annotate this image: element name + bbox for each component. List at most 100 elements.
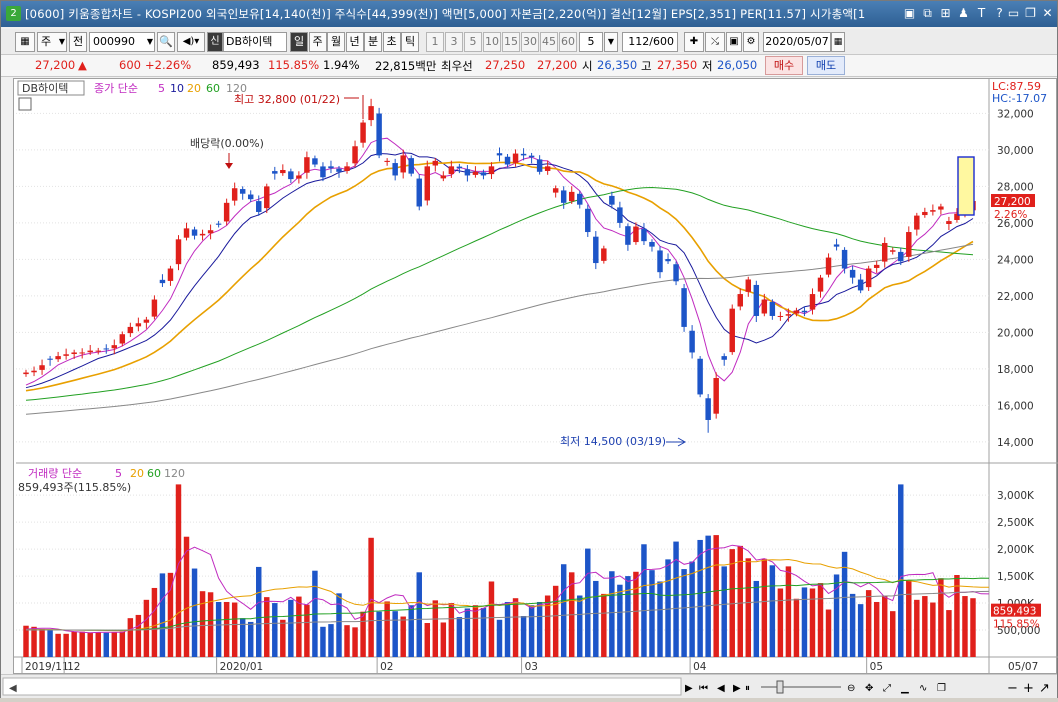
price-axis-label: 24,000 [997,254,1034,266]
period-tab-0[interactable]: 일 [290,32,308,52]
candle-body [191,229,198,236]
text-icon[interactable]: T [977,6,986,20]
volume-axis-label: 500,000 [997,625,1040,637]
candle-body [898,251,904,262]
speaker-icon[interactable]: ◀)▾ [177,32,205,52]
scroll-left-icon[interactable]: ◀ [9,683,17,694]
expand-icon[interactable]: ↗ [1039,681,1050,696]
minute-button-5[interactable]: 5 [464,32,482,52]
zoom-out-icon[interactable]: ⊖ [847,683,855,694]
high-label: 고 [641,59,652,73]
minute-button-60[interactable]: 60 [559,32,577,52]
period-tab-4[interactable]: 분 [364,32,382,52]
pan-icon[interactable]: ✥ [865,683,873,694]
volume-bar [151,587,158,657]
volume-bar [183,536,190,657]
pin-icon[interactable]: ♟ [958,6,969,20]
scroll-track[interactable] [2,677,682,696]
period-tab-1[interactable]: 주 [308,32,327,52]
stock-name-box [17,80,85,96]
volume-bar [256,566,262,657]
wave-icon[interactable]: ∿ [919,683,927,694]
volume-bar [560,564,567,657]
zoom-fit-icon[interactable]: ⤢ [883,683,891,694]
sell-button[interactable]: 매도 [807,56,845,75]
candle-body [231,188,238,201]
help-icon[interactable]: ? [996,6,1003,20]
candle-body [207,230,214,234]
candle-body [761,299,768,314]
step-forward-icon[interactable]: ▶ [733,683,741,694]
date-axis-label: 2020/01 [220,661,264,673]
stock-name-field[interactable]: DB하이텍 [223,32,287,52]
candle-body [472,171,479,175]
minute-button-30[interactable]: 30 [521,32,539,52]
period-tab-6[interactable]: 틱 [401,32,419,52]
candle-body [520,153,527,156]
minute-button-45[interactable]: 45 [540,32,558,52]
step-back-icon[interactable]: ◀ [717,683,725,694]
gear-icon[interactable]: ⚙ [743,32,759,52]
volume-bar [745,558,752,657]
restore-icon[interactable]: ❐ [1025,6,1036,20]
volume-bar [103,632,109,657]
grid-toggle-icon[interactable] [18,97,32,111]
chart-area[interactable]: 32,000 30,000 28,000 26,000 24,000 22,000 20,0… [13,78,1058,675]
data-count-field[interactable]: 112/600 [622,32,678,52]
volume-bar [440,622,447,657]
minute-button-3[interactable]: 3 [445,32,463,52]
date-axis-label: 05/07 [1008,661,1038,673]
volume-bar [143,599,150,657]
window-icon[interactable]: ▣ [903,6,916,20]
save-icon[interactable]: ▣ [726,32,742,52]
close-icon[interactable]: ✕ [1042,6,1053,20]
volume-bar [849,593,856,657]
tool-icon[interactable]: ⤯ [705,32,725,52]
plus-icon[interactable]: + [1023,681,1034,696]
copy-icon[interactable]: ⧉ [923,6,932,20]
minimize-icon[interactable]: ▭ [1007,6,1020,20]
candle-body [360,122,366,143]
add-indicator-icon[interactable]: ✚ [684,32,704,52]
date-field[interactable]: 2020/05/07 [763,32,831,52]
candle-body [753,284,760,316]
pause-icon[interactable]: ⏸ [745,683,750,694]
rewind-icon[interactable]: ⏮ [699,683,708,694]
layout-icon[interactable]: ▦ [15,32,35,52]
minute-button-10[interactable]: 10 [483,32,501,52]
search-icon[interactable]: 🔍 [157,32,175,52]
candle-body [280,169,286,174]
chevron-down-icon[interactable]: ▼ [604,32,618,52]
candle-body [440,175,447,179]
period-tab-2[interactable]: 월 [327,32,345,52]
minute-button-1[interactable]: 1 [426,32,444,52]
period-tab-3[interactable]: 년 [345,32,364,52]
restore-icon[interactable]: ❐ [937,683,946,694]
volume-bar [793,598,800,657]
volume-bar [376,611,382,657]
play-icon[interactable]: ▶ [685,683,693,694]
volume-ma-legend-60: 60 [147,467,161,480]
volume-bar [721,566,727,657]
volume-bar [87,632,93,657]
volume-bar [946,610,952,657]
stock-type-select[interactable]: 주 ▼ [37,32,67,52]
chart-canvas[interactable]: 32,000 30,000 28,000 26,000 24,000 22,000 20,0… [14,79,1058,675]
stock-code-input[interactable]: 000990 ▼ [89,32,155,52]
buy-button[interactable]: 매수 [765,56,803,75]
minimize-icon[interactable]: ▁ [900,683,909,694]
calendar-icon[interactable]: ▦ [831,32,845,52]
n-value-field[interactable]: 5 [579,32,603,52]
minute-button-15[interactable]: 15 [502,32,520,52]
candle-body [745,279,752,292]
price-axis-label: 26,000 [997,218,1034,230]
candle-body [954,213,960,220]
period-tab-5[interactable]: 초 [382,32,401,52]
volume-ma-label: 거래량 단순 [28,467,82,480]
volume-bar [552,585,559,657]
zoom-slider-handle[interactable] [776,680,784,694]
prev-button[interactable]: 전 [69,32,87,52]
candle-body [922,211,928,216]
minus-icon[interactable]: − [1007,681,1018,696]
tile-icon[interactable]: ⊞ [940,6,951,20]
